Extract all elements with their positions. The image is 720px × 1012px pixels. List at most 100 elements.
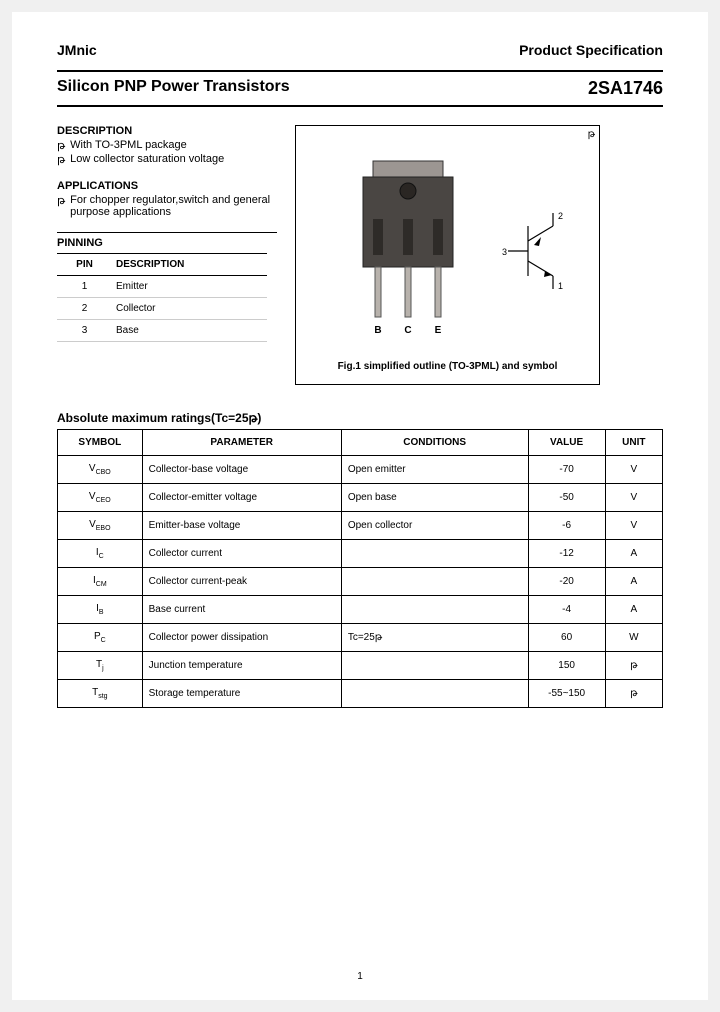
cell-conditions: Open emitter [341,456,528,484]
cell-symbol: Tstg [58,680,143,708]
cell-symbol: VCBO [58,456,143,484]
pkg-rib [403,219,413,255]
ratings-header-row: SYMBOL PARAMETER CONDITIONS VALUE UNIT [58,430,663,456]
cell-unit: A [605,540,662,568]
bullet-icon: թ [57,139,65,152]
datasheet-page: JMnic Product Specification Silicon PNP … [12,12,708,1000]
col-value: VALUE [528,430,605,456]
pin-label-c: C [404,325,411,336]
pin-col-head: PIN [57,254,112,276]
bullet-icon: թ [57,194,65,218]
cell-unit: V [605,512,662,540]
ratings-row: VCEOCollector-emitter voltageOpen base-5… [58,484,663,512]
cell-value: -50 [528,484,605,512]
product-family: Silicon PNP Power Transistors [57,78,290,99]
part-number: 2SA1746 [588,78,663,99]
pin-row: 1Emitter [57,276,267,298]
ratings-heading: Absolute maximum ratings(Tc=25թ) [57,411,663,425]
cell-value: -4 [528,596,605,624]
app-bullet-0: թ For chopper regulator,switch and gener… [57,194,277,218]
pkg-rib [373,219,383,255]
ratings-row: VEBOEmitter-base voltageOpen collector-6… [58,512,663,540]
pin-desc: Collector [112,298,267,320]
ratings-row: TjJunction temperature150թ [58,652,663,680]
cell-value: -12 [528,540,605,568]
cell-symbol: IC [58,540,143,568]
mount-hole [400,183,416,199]
pinning-header-row: PIN DESCRIPTION [57,254,267,276]
package-outline-svg: B C E 3 2 [308,151,588,346]
app-text-0: For chopper regulator,switch and general… [70,194,277,218]
pin-desc: Emitter [112,276,267,298]
cell-conditions [341,540,528,568]
cell-value: -20 [528,568,605,596]
cell-conditions [341,652,528,680]
ratings-row: TstgStorage temperature -55~150թ [58,680,663,708]
pkg-tab [373,161,443,177]
sym-n3: 3 [502,247,507,257]
description-section: DESCRIPTION թ With TO-3PML package թ Low… [57,125,277,166]
ratings-row: VCBOCollector-base voltageOpen emitter-7… [58,456,663,484]
cell-unit: V [605,484,662,512]
ratings-table: SYMBOL PARAMETER CONDITIONS VALUE UNIT V… [57,429,663,708]
cell-conditions: Tc=25թ [341,624,528,652]
left-column: DESCRIPTION թ With TO-3PML package թ Low… [57,125,277,385]
desc-text-0: With TO-3PML package [70,139,187,152]
cell-parameter: Collector current-peak [142,568,341,596]
cell-unit: A [605,596,662,624]
arrow-c [534,237,541,246]
sym-n2: 2 [558,211,563,221]
page-header: JMnic Product Specification [57,42,663,58]
col-unit: UNIT [605,430,662,456]
cell-parameter: Storage temperature [142,680,341,708]
cell-symbol: PC [58,624,143,652]
cell-conditions: Open base [341,484,528,512]
applications-section: APPLICATIONS թ For chopper regulator,swi… [57,180,277,218]
pin-num: 2 [57,298,112,320]
pin-num: 1 [57,276,112,298]
pinning-heading: PINNING [57,232,277,249]
brand-name: JMnic [57,42,97,58]
cell-unit: թ [605,680,662,708]
cell-value: -6 [528,512,605,540]
fig-corner-mark: թ [588,129,595,140]
cell-symbol: Tj [58,652,143,680]
cell-conditions [341,596,528,624]
bullet-icon: թ [57,153,65,166]
col-parameter: PARAMETER [142,430,341,456]
pinning-section: PINNING PIN DESCRIPTION 1Emitter 2Collec… [57,232,277,342]
pkg-rib [433,219,443,255]
upper-content: DESCRIPTION թ With TO-3PML package թ Low… [57,125,663,385]
desc-text-1: Low collector saturation voltage [70,153,224,166]
right-column: թ B C [295,125,663,385]
cell-parameter: Junction temperature [142,652,341,680]
ratings-row: IBBase current-4A [58,596,663,624]
pin-label-b: B [374,325,381,336]
col-conditions: CONDITIONS [341,430,528,456]
sym-n1: 1 [558,281,563,291]
desc-bullet-1: թ Low collector saturation voltage [57,153,277,166]
cell-value: -55~150 [528,680,605,708]
pin-num: 3 [57,320,112,342]
cell-parameter: Collector-base voltage [142,456,341,484]
cell-parameter: Collector current [142,540,341,568]
cell-unit: թ [605,652,662,680]
cell-unit: A [605,568,662,596]
cell-value: 60 [528,624,605,652]
applications-heading: APPLICATIONS [57,180,277,192]
lead-c [405,267,411,317]
pin-desc: Base [112,320,267,342]
figure-caption: Fig.1 simplified outline (TO-3PML) and s… [296,361,599,372]
lead-e [435,267,441,317]
cell-conditions [341,680,528,708]
lead-b [375,267,381,317]
description-heading: DESCRIPTION [57,125,277,137]
cell-parameter: Base current [142,596,341,624]
cell-conditions: Open collector [341,512,528,540]
ratings-row: ICMCollector current-peak-20A [58,568,663,596]
cell-value: -70 [528,456,605,484]
cell-conditions [341,568,528,596]
pin-row: 3Base [57,320,267,342]
cell-parameter: Collector power dissipation [142,624,341,652]
title-bar: Silicon PNP Power Transistors 2SA1746 [57,70,663,107]
